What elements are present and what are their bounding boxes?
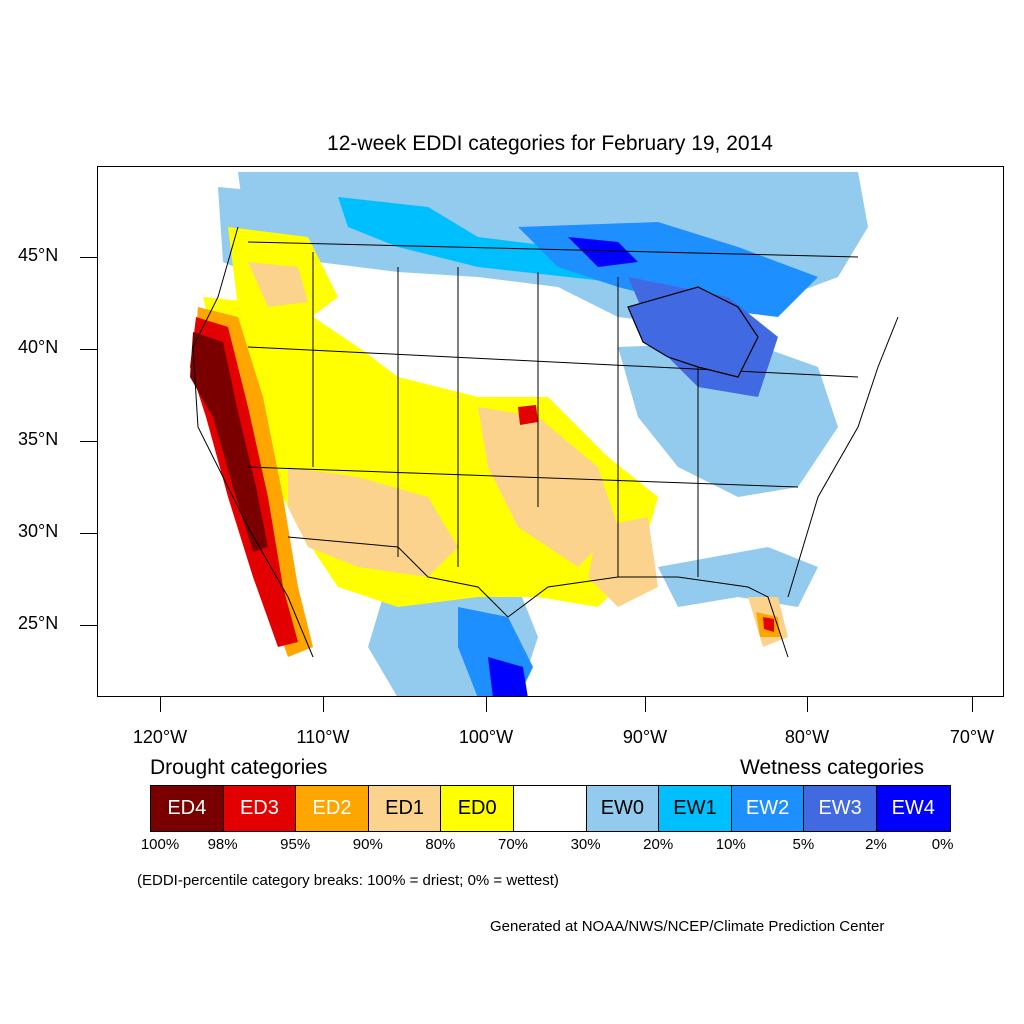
lat-label: 30°N <box>18 521 59 541</box>
percent-break-label: 100% <box>140 836 180 853</box>
ed3-nebraska <box>518 405 538 425</box>
lon-tick <box>160 697 161 712</box>
lon-label: 110°W <box>296 727 350 747</box>
percent-break-label: 30% <box>570 836 601 853</box>
ed1-region-southwest <box>288 467 458 577</box>
lat-tick <box>80 533 97 534</box>
ew4-region <box>568 237 638 267</box>
state-lines <box>247 252 859 577</box>
lon-label: 70°W <box>949 727 995 747</box>
eddi-map <box>97 166 1004 697</box>
category-legend: ED4 ED3 ED2 ED1 ED0 EW0 EW1 EW2 EW3 EW4 <box>150 785 951 832</box>
lat-tick <box>80 349 97 350</box>
us-border-north <box>247 241 859 258</box>
legend-swatch-ew1: EW1 <box>659 786 732 831</box>
ed4-coast <box>190 332 268 552</box>
ed1-region-gulf <box>588 517 658 607</box>
wet-region-eastern <box>618 342 838 497</box>
legend-swatch-ew4: EW4 <box>876 786 950 831</box>
percent-break-label: 80% <box>425 836 456 853</box>
legend-swatch-ed2: ED2 <box>296 786 369 831</box>
map-title: 12-week EDDI categories for February 19,… <box>327 132 773 155</box>
percent-break-label: 0% <box>931 836 954 853</box>
percent-break-label: 10% <box>715 836 746 853</box>
ed1-region-plains <box>478 407 618 567</box>
lat-label: 35°N <box>18 429 59 449</box>
legend-swatch-ed4: ED4 <box>151 786 224 831</box>
lat-label: 25°N <box>18 613 59 633</box>
east-coast <box>787 316 899 598</box>
drought-heading: Drought categories <box>150 756 328 779</box>
legend-swatch-ew0: EW0 <box>586 786 660 831</box>
lon-tick <box>972 697 973 712</box>
credit-line: Generated at NOAA/NWS/NCEP/Climate Predi… <box>490 918 885 935</box>
lat-label: 40°N <box>18 337 59 357</box>
lat-tick <box>80 625 97 626</box>
percent-break-label: 5% <box>792 836 815 853</box>
legend-swatch-ew3: EW3 <box>804 786 877 831</box>
lon-tick <box>486 697 487 712</box>
great-lakes <box>627 286 759 378</box>
us-mexico-border <box>287 536 509 618</box>
legend-swatch-ed3: ED3 <box>223 786 297 831</box>
percent-break-label: 70% <box>497 836 529 853</box>
ew4-texas <box>488 657 528 696</box>
lon-label: 90°W <box>622 727 668 747</box>
wetness-heading: Wetness categories <box>740 756 925 779</box>
lat-tick <box>80 441 97 442</box>
percent-break-label: 98% <box>207 836 238 853</box>
lon-tick <box>323 697 324 712</box>
percent-break-label: 2% <box>865 836 887 853</box>
legend-swatch-neutral <box>513 786 587 831</box>
us-coast-west <box>192 226 314 658</box>
legend-swatch-ew2: EW2 <box>731 786 805 831</box>
percent-break-label: 95% <box>280 836 311 853</box>
lon-tick <box>807 697 808 712</box>
percent-break-label: 90% <box>352 836 383 853</box>
lat-tick <box>80 257 97 258</box>
lon-label: 80°W <box>784 727 830 747</box>
ed1-region-northwest <box>248 262 308 307</box>
ed3-florida <box>763 617 774 632</box>
legend-note: (EDDI-percentile category breaks: 100% =… <box>137 872 559 889</box>
lon-tick <box>645 697 646 712</box>
legend-swatch-ed0: ED0 <box>441 786 514 831</box>
percent-break-label: 20% <box>643 836 674 853</box>
gulf-coast <box>507 576 789 658</box>
map-canvas <box>190 172 899 696</box>
lat-label: 45°N <box>18 245 59 265</box>
legend-swatch-ed1: ED1 <box>368 786 442 831</box>
lon-label: 120°W <box>132 727 188 747</box>
lon-label: 100°W <box>458 727 514 747</box>
